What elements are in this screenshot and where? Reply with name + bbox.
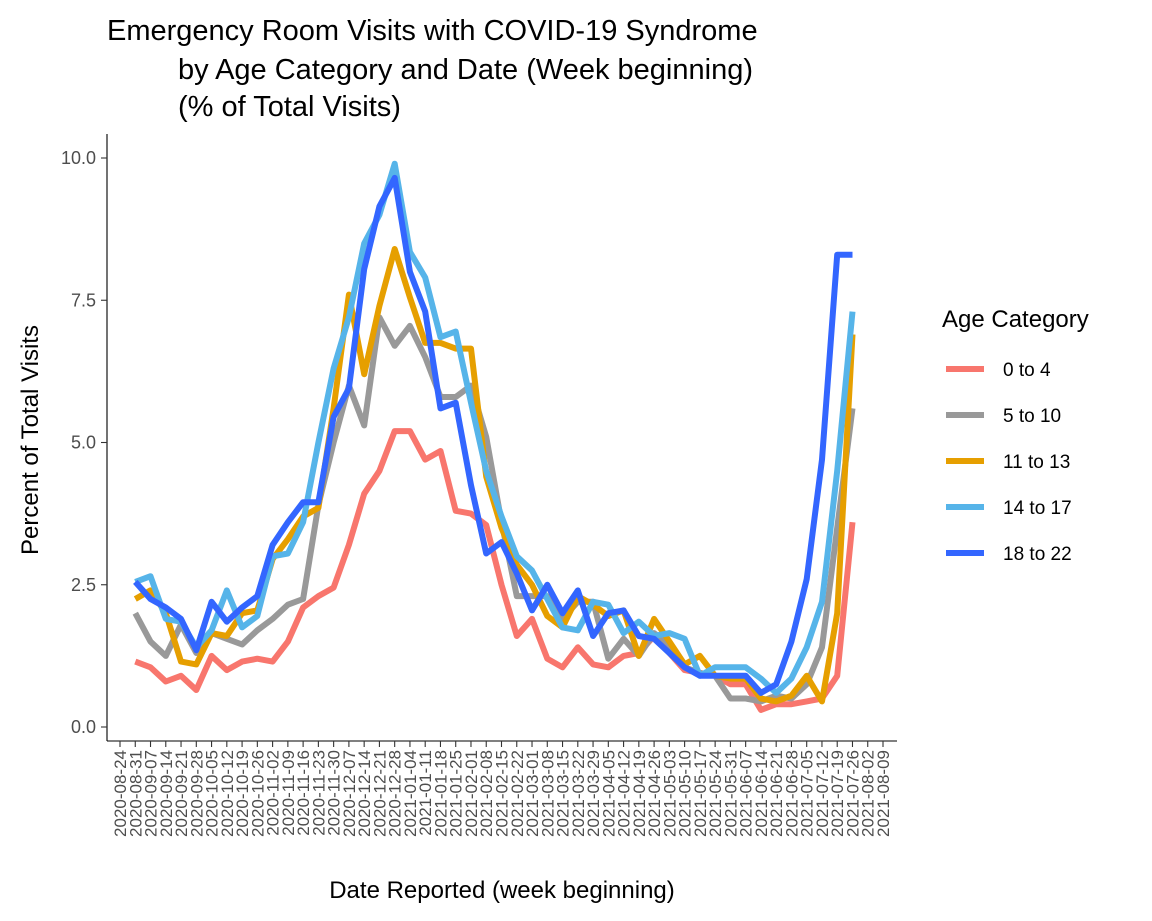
x-tick-label: 2020-11-09 [279,750,298,836]
series-line-18-to-22 [133,174,853,696]
x-tick-label: 2020-10-26 [248,750,267,837]
x-tick-label: 2021-06-28 [782,750,801,837]
x-tick-label: 2020-12-21 [370,750,389,837]
x-tick-label: 2021-03-22 [569,750,588,837]
x-tick-label: 2021-07-05 [798,750,817,837]
x-tick-label: 2020-10-05 [203,750,222,837]
x-tick-label: 2020-11-16 [294,750,313,836]
chart-title-line-1: Emergency Room Visits with COVID-19 Synd… [107,15,758,47]
x-tick-label: 2021-05-10 [676,750,695,837]
legend-label: 14 to 17 [1003,498,1072,519]
series-line-14-to-17 [134,160,856,696]
chart-title-line-2: by Age Category and Date (Week beginning… [178,54,753,86]
x-tick-label: 2020-12-28 [386,750,405,837]
x-tick-label: 2021-03-15 [554,750,573,837]
x-tick-label: 2021-05-31 [721,750,740,837]
x-tick-label: 2020-11-23 [309,750,328,836]
x-tick-label: 2021-04-05 [599,750,618,837]
x-tick-label: 2021-03-29 [584,750,603,837]
x-tick-label: 2020-09-14 [157,750,176,837]
legend-label: 5 to 10 [1003,406,1061,427]
x-tick-label: 2020-09-07 [142,750,161,837]
legend-title: Age Category [942,306,1089,333]
legend-label: 11 to 13 [1003,452,1070,473]
legend-label: 18 to 22 [1003,544,1072,565]
x-tick-label: 2021-04-12 [615,750,634,837]
x-tick-label: 2021-05-24 [706,750,725,837]
x-tick-label: 2021-07-19 [828,750,847,837]
x-tick-label: 2021-05-03 [660,750,679,837]
chart-title-line-3: (% of Total Visits) [178,91,401,123]
x-tick-label: 2021-05-17 [691,750,710,837]
x-tick-label: 2020-09-21 [172,750,191,837]
y-ticks: 0.0 2.5 5.0 7.5 10.0 [61,148,107,737]
x-tick-label: 2021-02-01 [462,750,481,837]
x-tick-label: 2020-08-31 [126,750,145,837]
y-tick-label: 10.0 [61,148,96,168]
x-tick-label: 2021-03-08 [538,750,557,837]
x-tick-label: 2021-04-19 [630,750,649,837]
x-tick-label: 2021-01-18 [431,750,450,837]
x-tick-label: 2021-06-14 [752,750,771,837]
x-tick-label: 2020-08-24 [111,750,130,837]
series-line-5-to-10 [132,314,856,705]
x-tick-label: 2020-12-07 [340,750,359,837]
x-ticks: 2020-08-242020-08-312020-09-072020-09-14… [111,741,893,837]
x-tick-label: 2021-07-26 [843,750,862,837]
y-tick-label: 5.0 [71,433,96,453]
x-tick-label: 2021-02-08 [477,750,496,837]
x-tick-label: 2021-06-07 [737,750,756,837]
x-tick-label: 2020-11-02 [264,750,283,836]
x-axis-title: Date Reported (week beginning) [329,877,675,904]
x-tick-label: 2020-11-30 [325,750,344,836]
chart-title: Emergency Room Visits with COVID-19 Synd… [107,15,758,123]
x-tick-label: 2021-02-22 [508,750,527,837]
x-tick-label: 2021-01-04 [401,750,420,837]
x-tick-label: 2020-10-19 [233,750,252,837]
x-tick-label: 2021-02-15 [493,750,512,837]
y-tick-label: 0.0 [71,717,96,737]
x-tick-label: 2021-08-02 [859,750,878,837]
x-tick-label: 2021-06-21 [767,750,786,837]
y-tick-label: 7.5 [71,290,96,310]
x-tick-label: 2021-01-25 [447,750,466,837]
x-tick-label: 2020-10-12 [218,750,237,837]
x-tick-label: 2020-12-14 [355,750,374,837]
x-tick-label: 2021-03-01 [523,750,542,837]
x-tick-label: 2021-01-11 [416,750,435,836]
x-tick-label: 2021-04-26 [645,750,664,837]
legend-label: 0 to 4 [1003,360,1051,381]
x-tick-label: 2020-09-28 [187,750,206,837]
legend: Age Category 0 to 4 5 to 10 11 to 13 14 to … [942,306,1089,565]
y-axis-title: Percent of Total Visits [17,325,44,555]
series-line-0-to-4 [134,428,856,713]
series-lines [132,160,856,713]
x-tick-label: 2021-08-09 [874,750,893,837]
x-tick-label: 2021-07-12 [813,750,832,837]
y-tick-label: 2.5 [71,575,96,595]
